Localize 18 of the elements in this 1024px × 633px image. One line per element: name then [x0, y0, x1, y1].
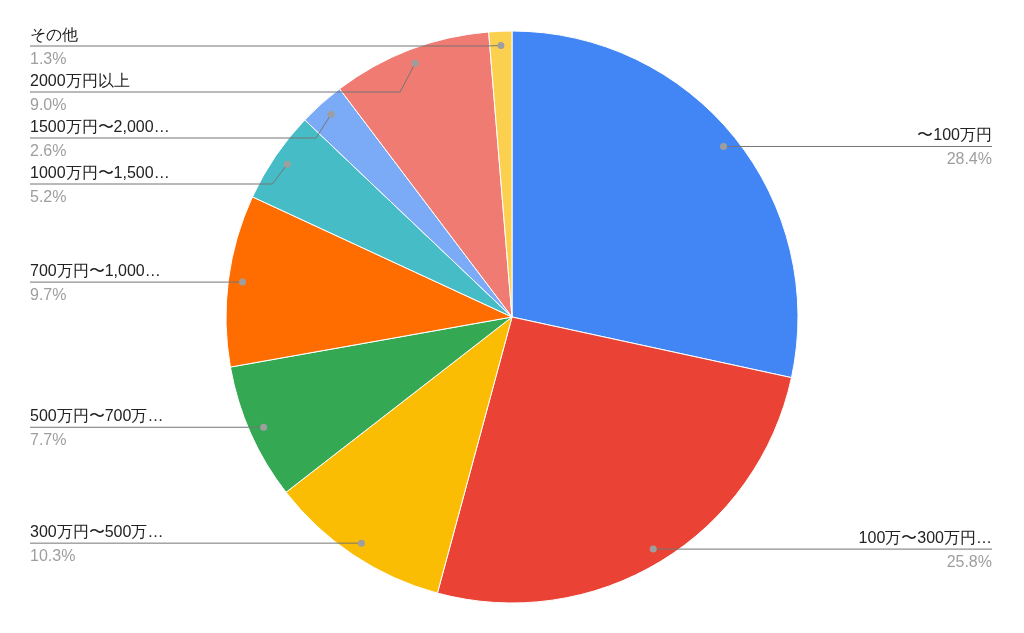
data-label: 28.4%: [946, 150, 992, 168]
slice-label: 500万円〜700万…: [30, 407, 164, 425]
data-label: 5.2%: [30, 188, 67, 205]
data-label: 9.0%: [30, 96, 67, 113]
data-label: 9.7%: [30, 286, 67, 304]
slice-label: 1000万円〜1,500…: [30, 164, 170, 181]
data-label: 1.3%: [30, 50, 67, 67]
slice-label: 2000万円以上: [30, 72, 130, 89]
data-label: 2.6%: [30, 142, 67, 159]
slice-label: 700万円〜1,000…: [30, 262, 161, 280]
data-label: 25.8%: [946, 553, 992, 571]
data-label: 7.7%: [30, 431, 67, 449]
slice-label: 1500万円〜2,000…: [30, 118, 170, 135]
slice-label: その他: [30, 26, 78, 43]
slice-label: 300万円〜500万…: [30, 523, 164, 541]
slice-label: 100万〜300万円…: [858, 529, 992, 547]
slice-label: 〜100万円: [917, 126, 992, 144]
data-label: 10.3%: [30, 547, 76, 565]
